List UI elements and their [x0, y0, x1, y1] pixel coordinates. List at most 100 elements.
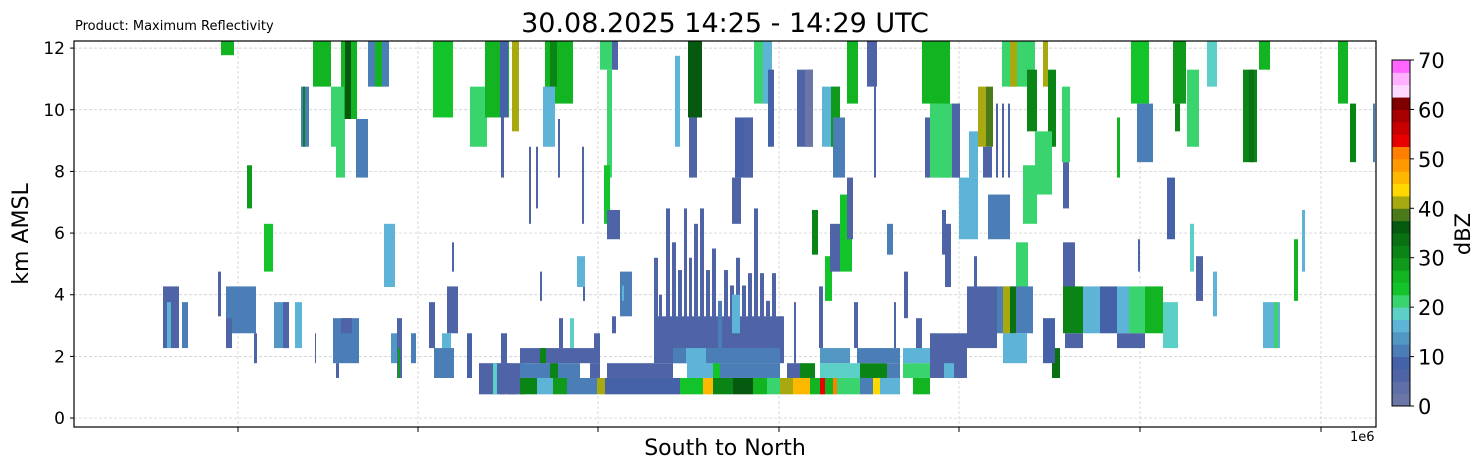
reflectivity-cell — [778, 316, 782, 349]
reflectivity-cell — [959, 177, 978, 240]
reflectivity-cell — [607, 69, 612, 178]
reflectivity-cell — [860, 377, 873, 395]
reflectivity-cell — [264, 223, 273, 272]
colorbar-bin — [1392, 331, 1410, 345]
reflectivity-cell — [1131, 41, 1149, 104]
colorbar-bin — [1392, 393, 1410, 407]
reflectivity-cell — [700, 208, 704, 349]
reflectivity-cell — [341, 318, 352, 334]
reflectivity-cell — [810, 377, 820, 395]
reflectivity-cell — [706, 270, 710, 349]
colorbar-bin — [1392, 270, 1410, 283]
y-tick-label: 10 — [43, 101, 65, 121]
colorbar-bin — [1392, 195, 1410, 209]
colorbar-bin — [1392, 282, 1410, 296]
reflectivity-cell — [744, 117, 753, 178]
colorbar-bin — [1392, 245, 1410, 259]
reflectivity-cell — [500, 363, 510, 378]
y-axis-label: km AMSL — [9, 183, 34, 285]
colorbar-bin — [1392, 60, 1410, 73]
reflectivity-cell — [1023, 165, 1037, 224]
reflectivity-cell — [820, 348, 850, 364]
colorbar-bin — [1392, 109, 1410, 123]
colorbar-tick-label: 60 — [1418, 98, 1445, 122]
colorbar-tick-label: 20 — [1418, 296, 1445, 320]
reflectivity-cell — [247, 165, 252, 209]
colorbar-bin — [1392, 146, 1410, 160]
reflectivity-cell — [1063, 286, 1083, 334]
reflectivity-cell — [1350, 103, 1356, 163]
reflectivity-cell — [283, 302, 289, 349]
reflectivity-cell — [1048, 69, 1056, 147]
reflectivity-cell — [313, 41, 331, 87]
colorbar: 0 10 20 30 40 50 60 70 — [1391, 49, 1445, 419]
reflectivity-cell — [452, 242, 454, 272]
reflectivity-cell — [1173, 41, 1186, 104]
reflectivity-cell — [654, 257, 658, 349]
reflectivity-cell — [903, 363, 930, 378]
colorbar-tick-label: 40 — [1418, 197, 1445, 221]
reflectivity-cell — [254, 333, 257, 364]
reflectivity-cell — [720, 363, 780, 378]
reflectivity-cell — [434, 348, 454, 378]
reflectivity-cell — [1167, 177, 1175, 240]
reflectivity-cell — [501, 117, 504, 178]
reflectivity-cell — [793, 377, 810, 395]
reflectivity-cell — [1065, 333, 1083, 349]
reflectivity-cell — [854, 302, 858, 349]
reflectivity-cell — [1083, 286, 1100, 334]
reflectivity-cell — [887, 363, 900, 378]
reflectivity-cell — [787, 363, 800, 378]
reflectivity-cell — [712, 248, 716, 349]
reflectivity-cell — [336, 119, 345, 178]
reflectivity-cell — [913, 377, 930, 395]
reflectivity-cell — [1016, 242, 1028, 288]
reflectivity-cell — [916, 318, 922, 364]
x-axis-label: South to North — [644, 436, 806, 461]
colorbar-label: dBZ — [1451, 213, 1475, 255]
reflectivity-cell — [500, 41, 508, 118]
reflectivity-cell — [847, 41, 858, 104]
reflectivity-cell — [577, 256, 585, 288]
reflectivity-cell — [694, 223, 698, 349]
reflectivity-cell — [687, 363, 720, 378]
colorbar-bin — [1392, 294, 1410, 308]
reflectivity-cell — [1008, 103, 1010, 178]
reflectivity-cell — [1294, 239, 1298, 301]
reflectivity-cell — [607, 363, 673, 378]
reflectivity-cell — [540, 348, 546, 364]
reflectivity-cell — [1117, 286, 1129, 334]
reflectivity-cell — [703, 377, 713, 395]
colorbar-bin — [1392, 257, 1410, 271]
reflectivity-cell — [766, 300, 770, 349]
reflectivity-cell — [695, 41, 702, 118]
reflectivity-cell — [1138, 239, 1140, 272]
reflectivity-cell — [904, 271, 908, 319]
reflectivity-cell — [767, 377, 780, 395]
reflectivity-cell — [336, 363, 339, 378]
reflectivity-cell — [1010, 41, 1017, 87]
reflectivity-cell — [833, 377, 837, 395]
reflectivity-cell — [967, 286, 997, 349]
reflectivity-cell — [713, 377, 733, 395]
colorbar-bin — [1392, 97, 1410, 110]
reflectivity-cell — [689, 117, 697, 178]
reflectivity-cell — [945, 223, 951, 288]
reflectivity-cell — [1145, 286, 1163, 334]
reflectivity-cells — [163, 41, 1375, 395]
reflectivity-cell — [754, 208, 758, 349]
colorbar-bin — [1392, 220, 1410, 234]
reflectivity-cell — [988, 194, 1010, 240]
reflectivity-cell — [760, 273, 764, 349]
reflectivity-cell — [1043, 41, 1048, 87]
colorbar-tick-label: 10 — [1418, 346, 1445, 370]
reflectivity-cell — [226, 318, 232, 349]
reflectivity-cell — [167, 302, 171, 349]
reflectivity-cell — [903, 348, 930, 364]
reflectivity-cell — [812, 209, 818, 255]
reflectivity-cell — [880, 377, 900, 395]
reflectivity-cell — [874, 86, 876, 178]
reflectivity-cell — [1373, 103, 1375, 163]
reflectivity-cell — [680, 377, 703, 395]
y-tick-label: 0 — [54, 409, 65, 429]
